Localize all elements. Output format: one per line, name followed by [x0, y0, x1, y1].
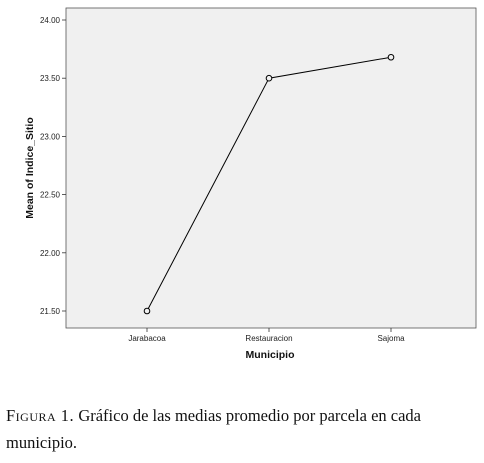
y-tick-label: 24.00	[40, 16, 61, 25]
y-tick-label: 23.00	[40, 132, 61, 141]
x-tick-label: Sajoma	[377, 334, 405, 343]
x-tick-label: Restauracion	[245, 334, 292, 343]
y-tick-label: 22.50	[40, 191, 61, 200]
y-tick-label: 23.50	[40, 74, 61, 83]
line-chart: 21.50 22.00 22.50 23.00 23.50 24.00 Jarabacoa…	[24, 7, 477, 361]
figure-caption: Figura 1. Gráfico de las medias promedio…	[6, 402, 482, 456]
y-axis-title: Mean of Indice_Sitio	[24, 117, 36, 219]
plot-area	[65, 7, 477, 329]
data-point-marker	[143, 307, 151, 315]
caption-label: Figura 1.	[6, 406, 75, 425]
y-axis: 21.50 22.00 22.50 23.00 23.50 24.00	[40, 16, 66, 316]
chart: 21.50 22.00 22.50 23.00 23.50 24.00 Jarabacoa…	[24, 7, 477, 361]
series	[143, 53, 395, 315]
x-tick-label: Jarabacoa	[128, 334, 166, 343]
caption-text: Gráfico de las medias promedio por parce…	[6, 406, 421, 452]
data-point-marker	[387, 53, 395, 61]
x-axis-title: Municipio	[246, 349, 295, 361]
data-point-marker	[265, 74, 273, 82]
x-axis: Jarabacoa Restauracion Sajoma	[128, 328, 405, 343]
y-tick-label: 21.50	[40, 307, 61, 316]
y-tick-label: 22.00	[40, 249, 61, 258]
